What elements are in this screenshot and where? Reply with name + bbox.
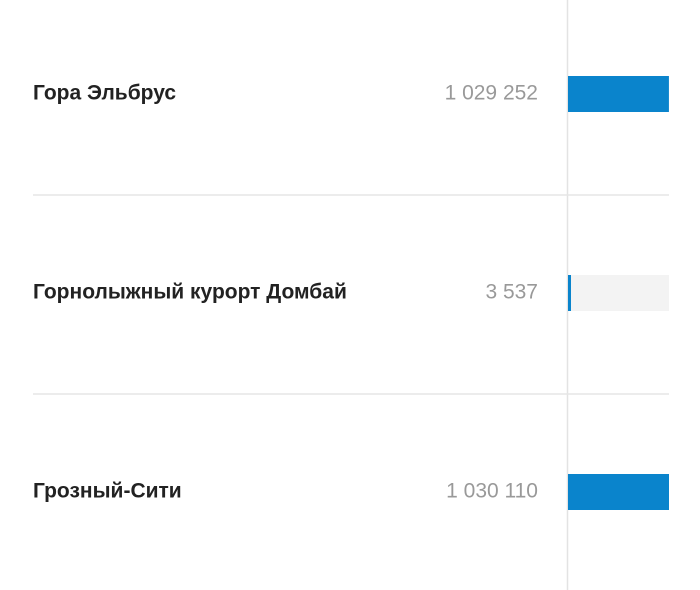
row-value: 1 029 252 [445, 82, 538, 105]
bar-track [568, 275, 669, 311]
row-value: 1 030 110 [446, 480, 538, 503]
bar [568, 76, 669, 112]
row-value: 3 537 [485, 281, 538, 304]
rows: Гора Эльбрус 1 029 252 Горнолыжный курорт … [33, 76, 669, 510]
row-label: Гора Эльбрус [33, 82, 176, 105]
row-label: Грозный-Сити [33, 480, 182, 503]
bar [568, 275, 571, 311]
bar [568, 474, 669, 510]
row-label: Горнолыжный курорт Домбай [33, 281, 347, 304]
